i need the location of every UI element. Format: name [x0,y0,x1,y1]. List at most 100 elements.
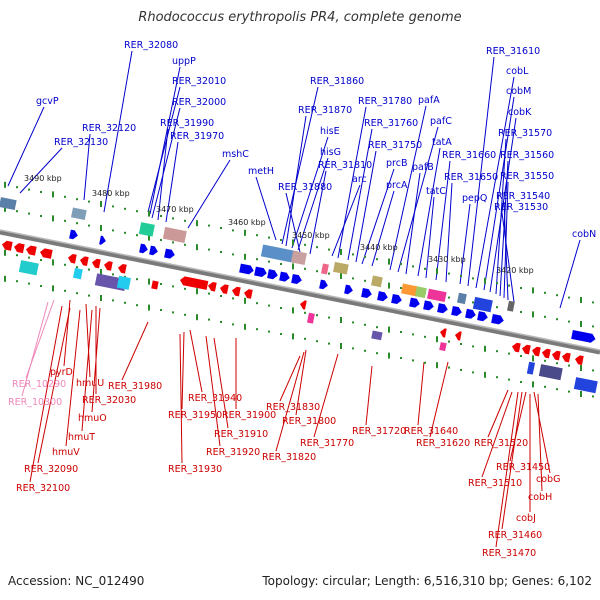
label-rer-31830: RER_31830 [266,402,320,413]
track-tick [28,256,30,259]
track-tick [160,239,162,241]
track-tick [352,321,354,324]
track-tick [328,248,330,251]
track-tick [556,362,558,365]
label-cobl: cobL [506,66,529,77]
track-tick [88,200,90,203]
scale-label: 3480 kbp [92,189,130,198]
track-tick [76,198,78,201]
track-tick [460,275,462,277]
label-rer-31780: RER_31780 [358,96,412,107]
track-tick [388,352,390,359]
track-tick [592,395,594,398]
leader-line [313,353,339,438]
gene-block [0,197,17,211]
track-tick [448,296,450,299]
label-hise: hisE [320,126,340,137]
track-tick [244,323,246,330]
leader-line [309,170,327,255]
leader-line [503,201,509,301]
track-tick [76,292,78,295]
label-rer-32010: RER_32010 [172,76,226,87]
track-tick [124,207,126,210]
track-tick [532,287,534,294]
leader-line [85,303,91,378]
forward-gene-arrow [437,303,448,314]
track-tick [208,292,210,295]
label-rer-31460: RER_31460 [488,530,542,541]
track-tick [220,295,222,297]
gene-block [18,260,39,276]
leader-line [331,184,361,257]
track-tick [496,306,498,309]
label-hmut: hmuT [68,432,95,443]
track-tick [448,272,450,275]
track-tick [100,201,102,207]
track-tick [160,215,162,217]
leader-line [495,391,519,548]
track-tick [592,301,594,304]
reverse-gene-arrow [522,344,531,355]
label-pepq: pepQ [462,193,487,204]
track-tick [460,343,462,345]
track-tick [580,321,582,327]
track-tick [4,205,6,212]
track-tick [184,313,186,316]
track-tick [64,195,66,198]
track-tick [592,369,594,372]
label-rer-31930: RER_31930 [168,464,222,475]
track-tick [484,277,486,284]
reverse-gene-arrow [232,286,241,297]
label-cobh: cobH [528,492,552,503]
track-tick [76,266,78,269]
gene-block [526,361,536,375]
topology-text: Topology: circular; Length: 6,516,310 bp… [262,574,592,588]
forward-gene-arrow [99,235,106,245]
track-tick [484,371,486,378]
track-tick [592,325,594,328]
label-pafc: pafC [430,116,452,127]
track-tick [292,263,294,270]
label-rer-31720: RER_31720 [352,426,406,437]
track-tick [412,265,414,268]
leader-line [361,168,395,265]
leader-line [21,301,49,397]
leader-line [417,147,441,277]
gene-block [371,275,383,288]
forward-gene-arrow [267,269,278,280]
track-tick [304,311,306,314]
reverse-gene-arrow [92,258,101,269]
label-rer-32000: RER_32000 [172,97,226,108]
reverse-gene-arrow [455,331,462,341]
track-tick [244,229,246,236]
track-tick [160,283,162,285]
label-rer-31620: RER_31620 [416,438,470,449]
track-tick [124,301,126,304]
gene-block [138,222,155,237]
label-rer-31880: RER_31880 [278,182,332,193]
track-tick [148,304,150,311]
track-tick [412,333,414,336]
leader-line [181,331,185,410]
track-tick [544,385,546,388]
gene-block [260,244,297,263]
forward-gene-arrow [279,271,290,282]
label-pyrd: pyrD [50,367,73,378]
track-tick [184,219,186,222]
track-tick [520,381,522,383]
leader-line [149,66,181,215]
track-tick [316,340,318,343]
track-tick [52,285,54,292]
leader-line [533,391,551,474]
track-tick [304,243,306,246]
track-tick [364,349,366,352]
label-rer-31550: RER_31550 [500,171,554,182]
track-tick [112,299,114,302]
forward-gene-arrow [344,284,353,295]
label-rer-31860: RER_31860 [310,76,364,87]
reverse-gene-arrow [300,300,307,310]
track-tick [580,365,582,371]
leader-line [121,321,149,381]
leader-line [157,128,169,221]
reverse-gene-arrow [512,342,521,353]
